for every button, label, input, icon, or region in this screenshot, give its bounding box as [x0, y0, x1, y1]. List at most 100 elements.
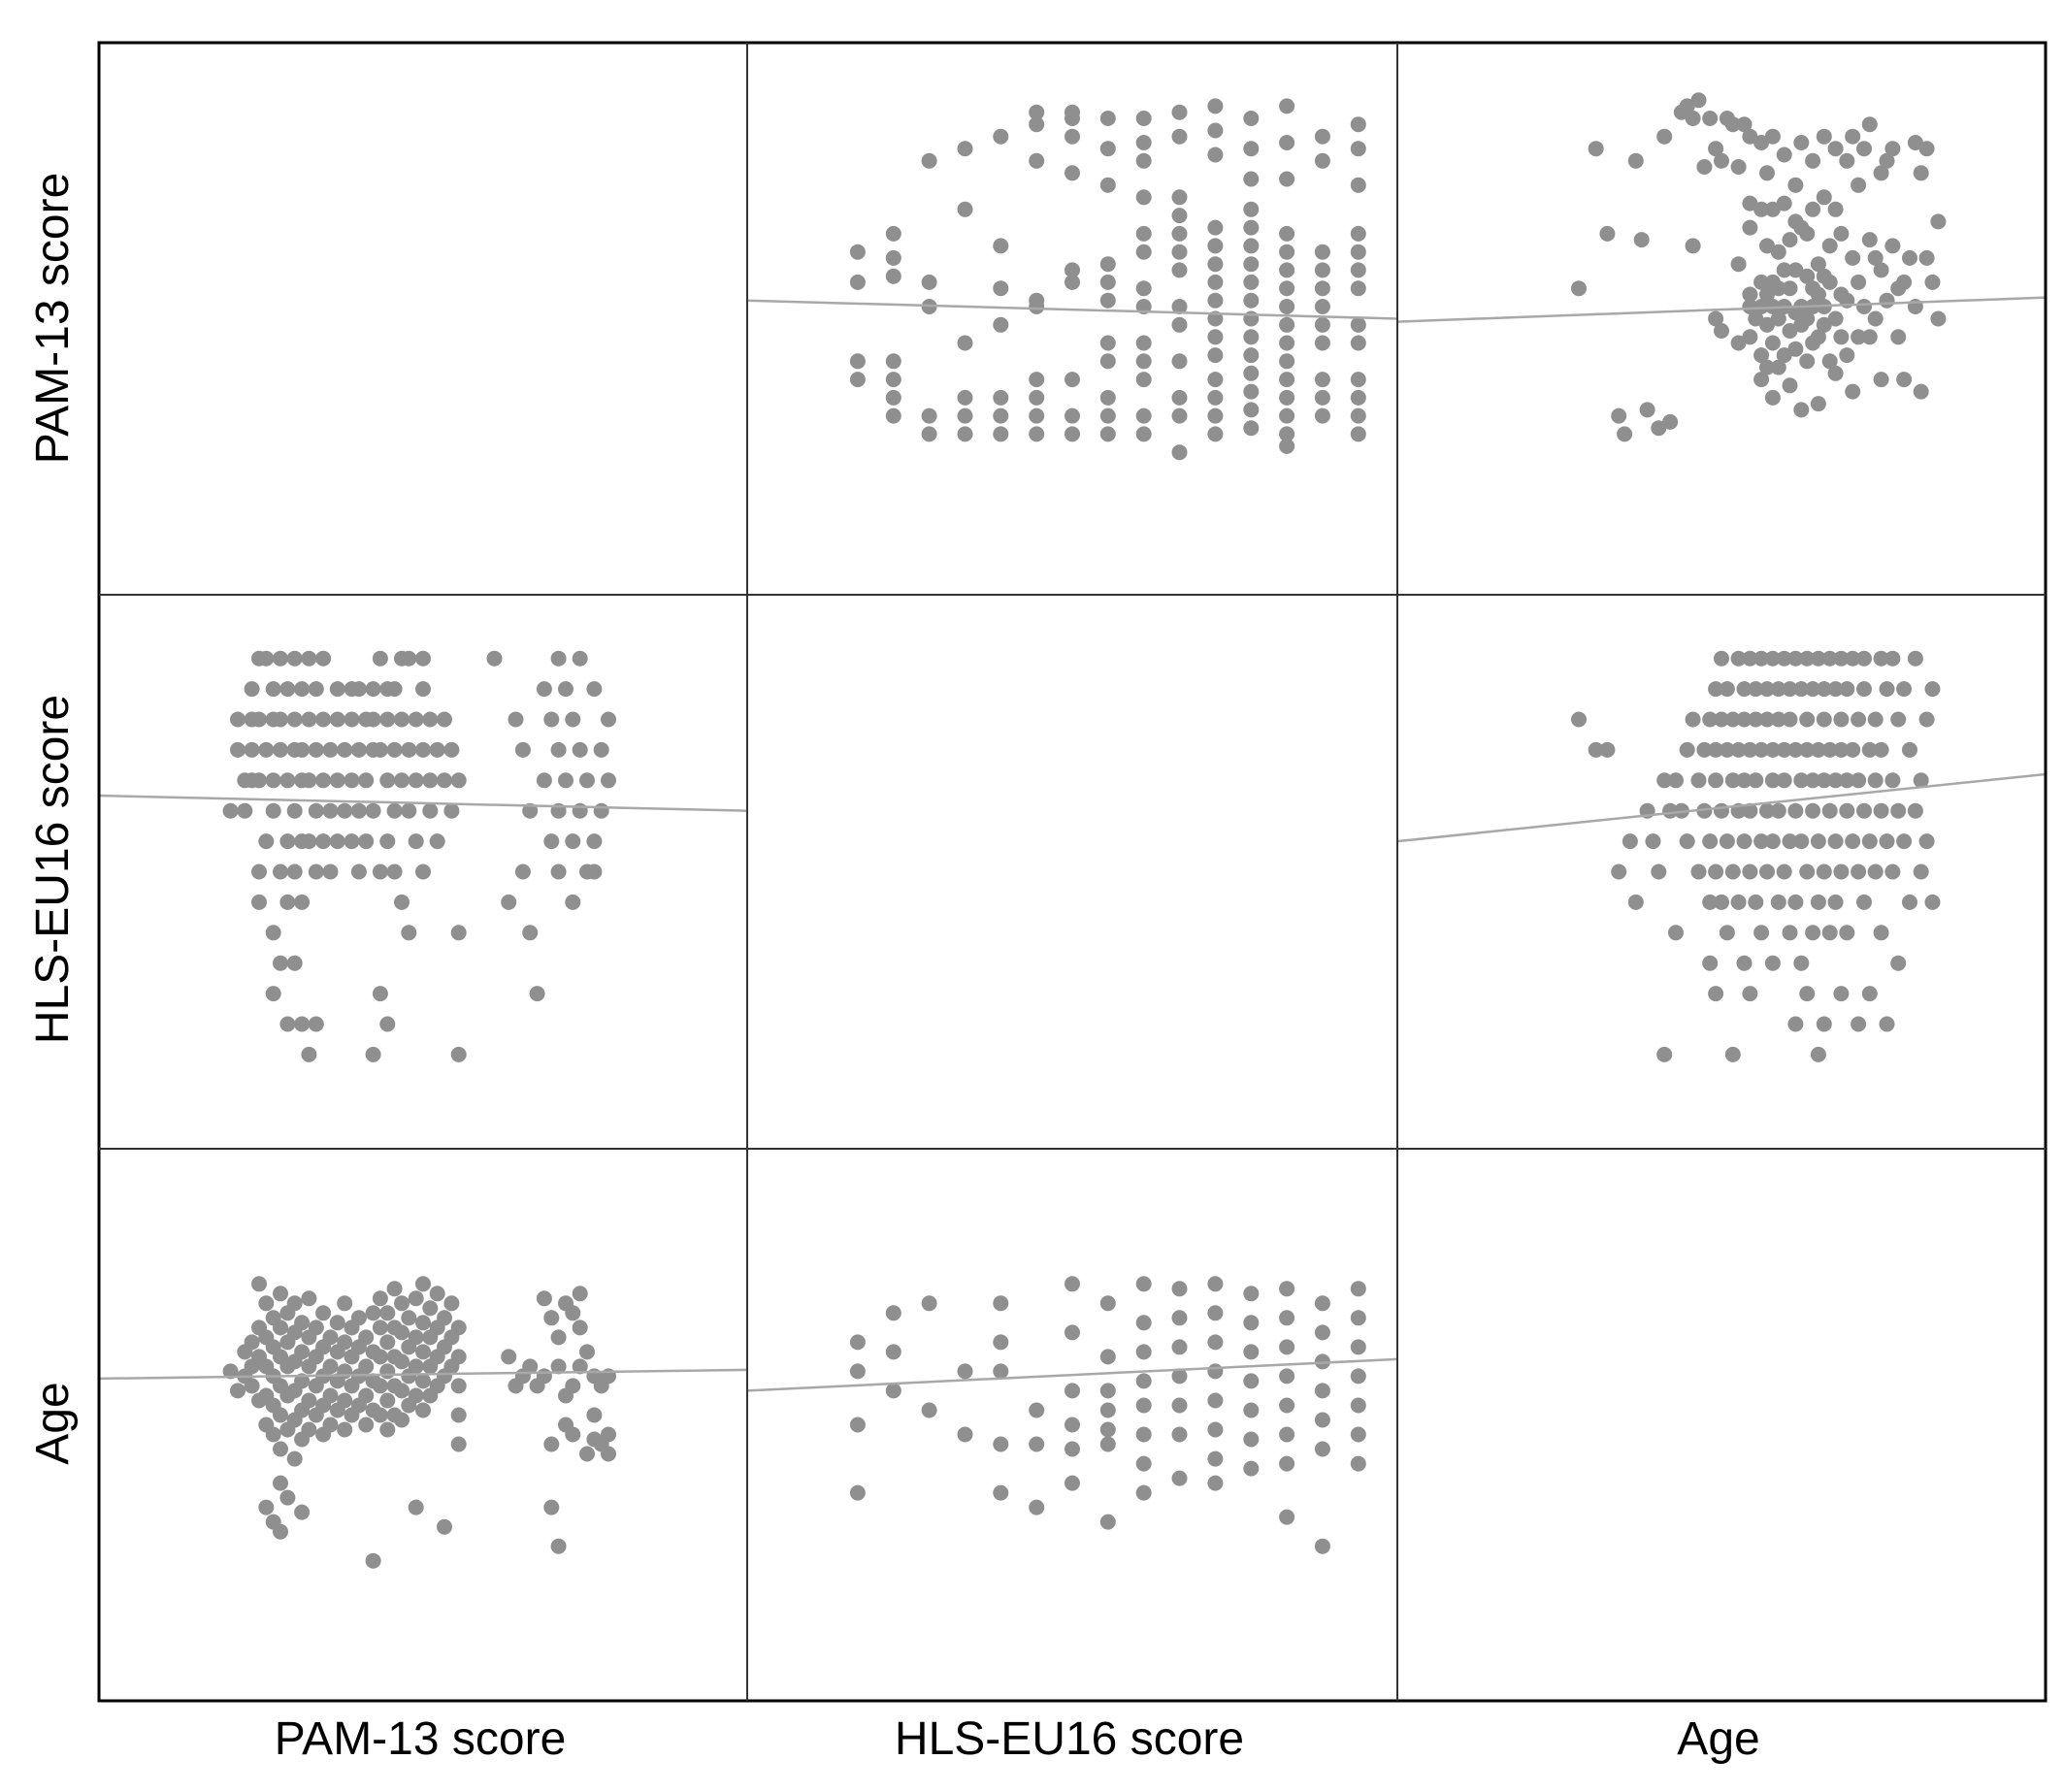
scatter-point [1065, 111, 1080, 126]
scatter-point [408, 1499, 424, 1515]
scatter-point [1702, 711, 1719, 728]
scatter-point [1805, 925, 1821, 941]
scatter-point [1279, 353, 1295, 370]
scatter-point [1243, 1431, 1260, 1448]
scatter-point [1065, 426, 1080, 442]
scatter-point [1719, 833, 1735, 850]
scatter-point [350, 681, 367, 698]
scatter-point [322, 1387, 339, 1404]
scatter-point [450, 925, 467, 941]
scatter-point [379, 1421, 396, 1438]
scatter-point [1902, 249, 1917, 266]
panel-r0-c1 [849, 98, 1366, 461]
scatter-point [258, 1499, 275, 1515]
scatter-point [1099, 407, 1116, 424]
scatter-point [1759, 238, 1775, 254]
scatter-point [429, 833, 445, 850]
scatter-point [1839, 772, 1855, 789]
scatter-point [1207, 1305, 1224, 1321]
scatter-point [1793, 772, 1810, 789]
scatter-point [1350, 116, 1366, 133]
scatter-point [279, 772, 296, 789]
scatter-point [337, 802, 353, 819]
scatter-point [386, 802, 403, 819]
scatter-point [1793, 135, 1810, 150]
scatter-point [1770, 681, 1786, 698]
scatter-point [1873, 925, 1889, 941]
scatter-point [1135, 1344, 1152, 1360]
scatter-point [251, 711, 267, 728]
scatter-point [1856, 299, 1872, 314]
scatter-point [1350, 280, 1366, 297]
scatter-point [1873, 802, 1889, 819]
scatter-point [579, 1446, 595, 1462]
scatter-point [586, 863, 603, 880]
scatter-point [401, 802, 417, 819]
scatter-point [1913, 383, 1929, 400]
scatter-point [1764, 741, 1781, 758]
scatter-point [1279, 407, 1295, 424]
scatter-point [1730, 894, 1747, 910]
scatter-point [1350, 1426, 1366, 1443]
scatter-point [422, 1300, 439, 1317]
scatter-point [1759, 681, 1775, 698]
scatter-point [1776, 347, 1792, 364]
scatter-point [322, 1417, 339, 1433]
scatter-point [230, 741, 246, 758]
scatter-point [1810, 286, 1826, 303]
scatter-point [1171, 444, 1188, 461]
scatter-point [1816, 681, 1832, 698]
scatter-point [1805, 681, 1821, 698]
scatter-point [230, 1383, 246, 1399]
scatter-point [1243, 292, 1260, 309]
scatter-point [993, 1363, 1009, 1380]
scatter-point [244, 741, 260, 758]
scatter-point [993, 316, 1009, 333]
scatter-point [1679, 833, 1695, 850]
scatter-point [1029, 372, 1045, 388]
scatter-point [572, 741, 588, 758]
scatter-point [993, 426, 1009, 442]
scatter-point [1651, 863, 1667, 880]
scatter-point [273, 955, 288, 971]
scatter-point [415, 863, 431, 880]
scatter-point [558, 681, 573, 698]
scatter-point [993, 1295, 1009, 1312]
scatter-point [386, 741, 403, 758]
scatter-point [1350, 141, 1366, 157]
scatter-point [1314, 1412, 1330, 1428]
scatter-point [1099, 335, 1116, 351]
scatter-point [1696, 802, 1713, 819]
scatter-point [1314, 128, 1330, 145]
scatter-point [379, 1016, 396, 1032]
scatter-point [1135, 135, 1152, 150]
scatter-point [1099, 1402, 1116, 1418]
scatter-point [1065, 274, 1080, 290]
scatter-point [1856, 894, 1872, 910]
scatter-point [885, 268, 901, 284]
scatter-point [1696, 159, 1713, 175]
scatter-point [294, 1344, 311, 1360]
scatter-point [1207, 122, 1224, 139]
scatter-point [1314, 244, 1330, 260]
scatter-point [1884, 650, 1901, 667]
scatter-point [536, 772, 552, 789]
scatter-point [1907, 135, 1923, 150]
scatter-point [1759, 359, 1775, 375]
y-label-pam13: PAM-13 score [27, 173, 79, 465]
scatter-point [1599, 741, 1616, 758]
scatter-point [244, 1334, 260, 1351]
scatter-point [350, 741, 367, 758]
scatter-point [1279, 1310, 1295, 1326]
scatter-point [222, 1363, 239, 1380]
scatter-point [885, 372, 901, 388]
scatter-point [265, 802, 281, 819]
scatter-point [415, 1344, 431, 1360]
scatter-point [1793, 681, 1810, 698]
scatter-point [1833, 329, 1850, 345]
scatter-point [1913, 863, 1929, 880]
scatter-point [379, 1363, 396, 1380]
scatter-point [1821, 741, 1838, 758]
scatter-point [394, 1295, 410, 1312]
scatter-point [993, 1484, 1009, 1501]
